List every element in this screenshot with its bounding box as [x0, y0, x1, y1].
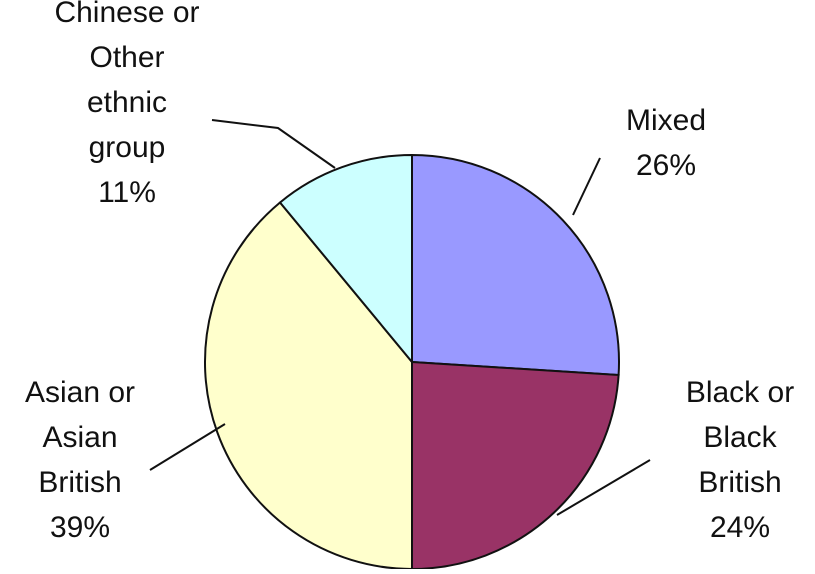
slice-label-line: Black or	[686, 376, 794, 409]
pie-slice-chinese-or-other-ethnic-group	[278, 153, 413, 365]
slice-label: Mixed 26%	[626, 104, 706, 182]
pie-slice-mixed	[411, 153, 620, 377]
slice-labels: Mixed 26%Black or Black British 24%Asian or A…	[25, 0, 794, 544]
leader-lines	[149, 119, 651, 516]
leader-line	[556, 459, 651, 516]
slice-label-line: group	[89, 131, 166, 164]
slice-label-line: 26%	[636, 149, 696, 182]
slice-label-line: Mixed	[626, 104, 706, 137]
slice-label-line: 39%	[50, 511, 110, 544]
slice-label-line: British	[38, 466, 121, 499]
slice-label: Chinese or Other ethnic group 11%	[54, 0, 199, 209]
slice-label-line: 24%	[710, 511, 770, 544]
slice-label-line: Asian	[42, 421, 117, 454]
slice-label-line: Asian or	[25, 376, 135, 409]
slice-label-line: 11%	[98, 176, 156, 209]
pie-slices	[204, 153, 620, 571]
slice-label-line: Chinese or	[54, 0, 199, 29]
leader-line	[211, 119, 336, 169]
leader-line	[149, 423, 226, 471]
slice-label-line: British	[698, 466, 781, 499]
pie-slice-black-or-black-british	[411, 360, 620, 571]
slice-label: Asian or Asian British 39%	[25, 376, 135, 544]
pie-slice-asian-or-asian-british	[204, 201, 413, 571]
leader-line	[572, 157, 601, 216]
slice-label-line: Black	[703, 421, 777, 454]
slice-label-line: Other	[89, 41, 164, 74]
slice-label: Black or Black British 24%	[686, 376, 794, 544]
slice-label-line: ethnic	[87, 86, 167, 119]
